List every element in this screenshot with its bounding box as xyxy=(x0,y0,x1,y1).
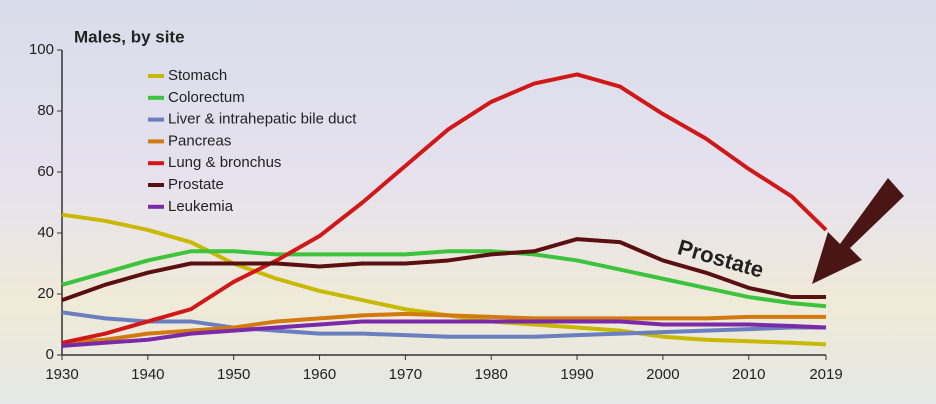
arrow xyxy=(812,178,904,284)
x-tick-label: 1940 xyxy=(131,366,164,383)
y-tick-label: 0 xyxy=(46,346,54,363)
x-tick-label: 1960 xyxy=(303,366,336,383)
series-line xyxy=(61,319,827,348)
x-tick-label: 1970 xyxy=(389,366,422,383)
series-line xyxy=(61,237,826,302)
y-tick-label: 60 xyxy=(37,163,54,180)
legend-label: Pancreas xyxy=(168,132,231,149)
series-line xyxy=(61,310,826,339)
chart-title: Males, by site xyxy=(74,27,185,46)
legend-label: Liver & intrahepatic bile duct xyxy=(168,111,357,128)
series-line xyxy=(61,72,828,345)
y-tick-label: 80 xyxy=(37,102,54,119)
y-tick-label: 20 xyxy=(37,285,54,302)
legend-label: Stomach xyxy=(168,67,227,84)
legend-label: Leukemia xyxy=(168,198,234,215)
x-tick-label: 1950 xyxy=(217,366,250,383)
x-tick-label: 1980 xyxy=(475,366,508,383)
annotation: Prostate xyxy=(675,234,767,282)
x-tick-label: 2010 xyxy=(732,366,765,383)
x-tick-label: 2019 xyxy=(809,366,842,383)
series-line xyxy=(61,249,827,309)
x-tick-label: 1930 xyxy=(45,366,78,383)
x-tick-label: 1990 xyxy=(560,366,593,383)
legend-label: Prostate xyxy=(168,176,224,193)
series-line xyxy=(61,311,826,345)
y-tick-label: 100 xyxy=(29,41,54,58)
x-tick-label: 2000 xyxy=(646,366,679,383)
y-tick-label: 40 xyxy=(37,224,54,241)
legend-label: Colorectum xyxy=(168,89,245,106)
legend-label: Lung & bronchus xyxy=(168,154,281,171)
